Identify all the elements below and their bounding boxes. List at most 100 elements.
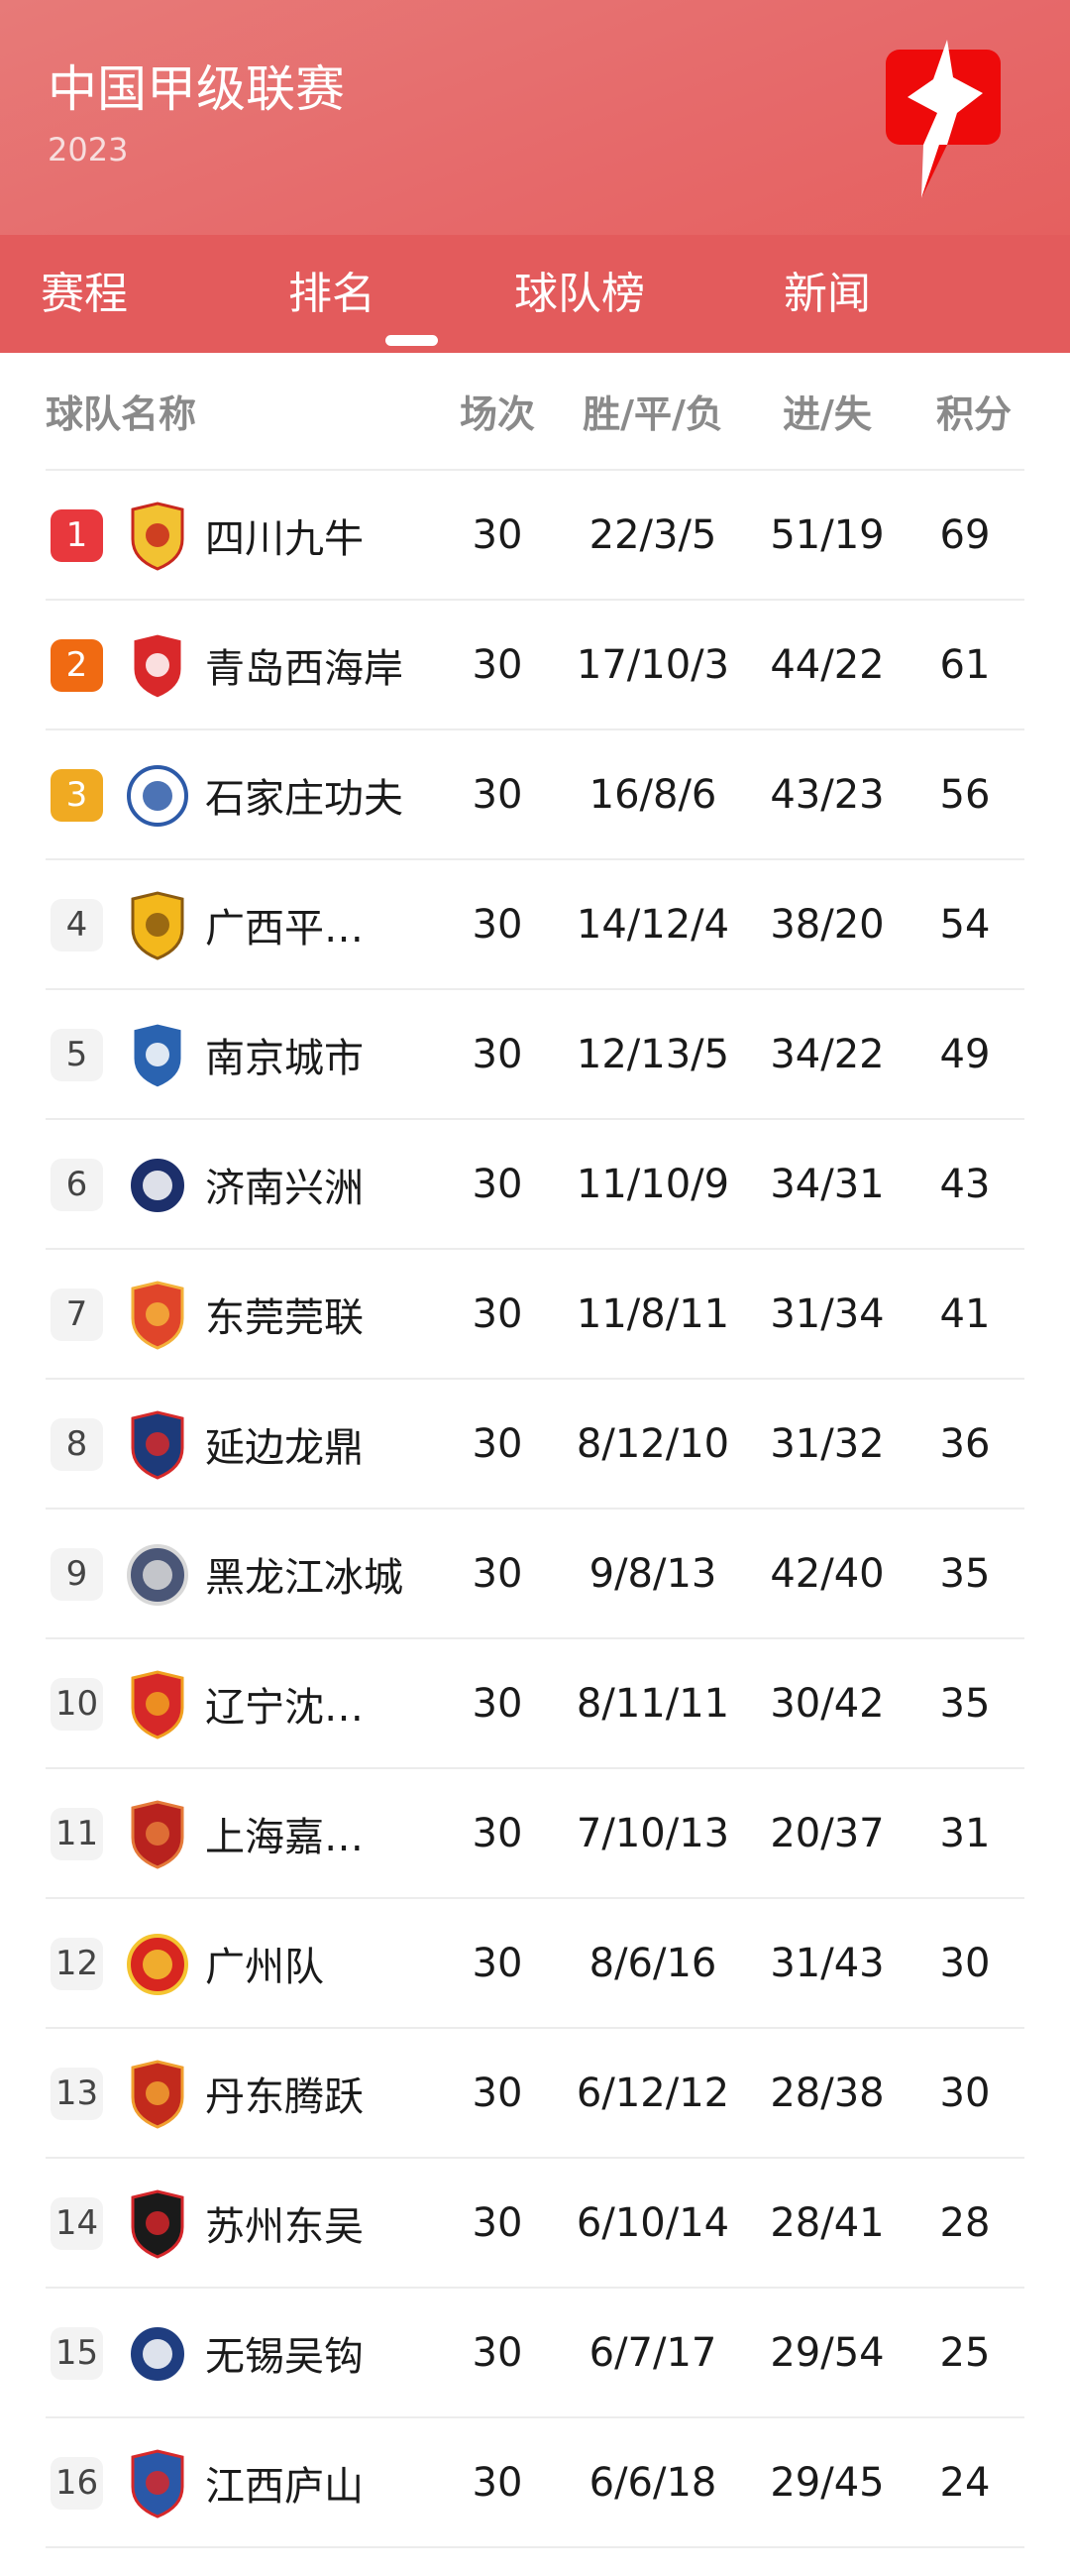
team-name[interactable]: 广西平… (205, 905, 364, 952)
points-value: 54 (939, 901, 991, 948)
goals-value: 31/32 (770, 1420, 885, 1467)
wdl-value: 9/8/13 (588, 1550, 717, 1597)
table-row[interactable]: 1 四川九牛 30 22/3/5 51/19 69 (46, 471, 1024, 601)
tab-schedule[interactable]: 赛程 (41, 269, 128, 319)
rank-badge: 12 (51, 1938, 103, 1990)
team-name[interactable]: 广州队 (205, 1944, 324, 1990)
team-crest-icon (131, 1410, 184, 1480)
table-row[interactable]: 4 广西平… 30 14/12/4 38/20 54 (46, 860, 1024, 990)
team-crest-icon (131, 1281, 184, 1350)
team-crest-icon (131, 1021, 184, 1090)
rank-badge: 1 (51, 509, 103, 562)
table-row[interactable]: 11 上海嘉… 30 7/10/13 20/37 31 (46, 1769, 1024, 1899)
goals-value: 20/37 (770, 1810, 885, 1856)
points-value: 36 (939, 1420, 991, 1467)
table-row[interactable]: 7 东莞莞联 30 11/8/11 31/34 41 (46, 1250, 1024, 1380)
played-value: 30 (472, 2459, 523, 2506)
played-value: 30 (472, 2329, 523, 2376)
table-row[interactable]: 12 广州队 30 8/6/16 31/43 30 (46, 1899, 1024, 2029)
goals-value: 29/54 (770, 2329, 885, 2376)
team-name[interactable]: 无锡吴钩 (205, 2333, 364, 2380)
standings-table: 1 四川九牛 30 22/3/5 51/19 69 2 青岛西海岸 30 17/… (0, 471, 1070, 2548)
points-value: 49 (939, 1031, 991, 1077)
rank-badge: 5 (51, 1029, 103, 1081)
played-value: 30 (472, 2070, 523, 2116)
tab-team-rankings[interactable]: 球队榜 (514, 269, 645, 319)
table-row[interactable]: 8 延边龙鼎 30 8/12/10 31/32 36 (46, 1380, 1024, 1510)
team-crest-icon (131, 1800, 184, 1869)
rank-badge: 13 (51, 2068, 103, 2120)
header-team: 球队名称 (46, 392, 197, 436)
team-name[interactable]: 江西庐山 (205, 2463, 364, 2510)
played-value: 30 (472, 1290, 523, 1337)
table-row[interactable]: 16 江西庐山 30 6/6/18 29/45 24 (46, 2418, 1024, 2548)
team-name[interactable]: 上海嘉… (205, 1814, 364, 1860)
table-header: 球队名称 场次 胜/平/负 进/失 积分 (46, 353, 1024, 471)
team-name[interactable]: 延边龙鼎 (205, 1424, 364, 1471)
rank-badge: 6 (51, 1159, 103, 1211)
team-name[interactable]: 济南兴洲 (205, 1165, 364, 1211)
table-row[interactable]: 10 辽宁沈… 30 8/11/11 30/42 35 (46, 1639, 1024, 1769)
team-crest-icon (127, 1934, 188, 1995)
goals-value: 28/41 (770, 2199, 885, 2246)
table-row[interactable]: 14 苏州东吴 30 6/10/14 28/41 28 (46, 2159, 1024, 2289)
tab-news[interactable]: 新闻 (784, 269, 871, 319)
goals-value: 34/31 (770, 1161, 885, 1207)
played-value: 30 (472, 1550, 523, 1597)
points-value: 30 (939, 1940, 991, 1986)
app-logo-icon (886, 40, 1001, 198)
rank-badge: 4 (51, 899, 103, 952)
goals-value: 44/22 (770, 641, 885, 688)
header-points: 积分 (935, 392, 1013, 436)
rank-badge: 11 (51, 1808, 103, 1860)
team-crest-icon (127, 1155, 188, 1216)
wdl-value: 6/6/18 (588, 2459, 717, 2506)
team-name[interactable]: 丹东腾跃 (205, 2073, 364, 2120)
team-name[interactable]: 南京城市 (205, 1035, 364, 1081)
table-row[interactable]: 5 南京城市 30 12/13/5 34/22 49 (46, 990, 1024, 1120)
team-name[interactable]: 辽宁沈… (205, 1684, 364, 1731)
team-crest-icon (131, 502, 184, 571)
played-value: 30 (472, 641, 523, 688)
goals-value: 43/23 (770, 771, 885, 818)
team-name[interactable]: 苏州东吴 (205, 2203, 364, 2250)
table-row[interactable]: 3 石家庄功夫 30 16/8/6 43/23 56 (46, 730, 1024, 860)
team-name[interactable]: 青岛西海岸 (205, 645, 403, 692)
goals-value: 31/43 (770, 1940, 885, 1986)
team-name[interactable]: 黑龙江冰城 (205, 1554, 403, 1601)
header-wdl: 胜/平/负 (583, 392, 723, 436)
goals-value: 28/38 (770, 2070, 885, 2116)
team-name[interactable]: 石家庄功夫 (205, 775, 403, 822)
played-value: 30 (472, 771, 523, 818)
table-row[interactable]: 15 无锡吴钩 30 6/7/17 29/54 25 (46, 2289, 1024, 2418)
table-row[interactable]: 2 青岛西海岸 30 17/10/3 44/22 61 (46, 601, 1024, 730)
wdl-value: 16/8/6 (588, 771, 717, 818)
team-crest-icon (131, 631, 184, 701)
table-row[interactable]: 9 黑龙江冰城 30 9/8/13 42/40 35 (46, 1510, 1024, 1639)
team-crest-icon (131, 2189, 184, 2259)
wdl-value: 14/12/4 (576, 901, 730, 948)
season-year: 2023 (48, 131, 129, 168)
played-value: 30 (472, 1031, 523, 1077)
goals-value: 31/34 (770, 1290, 885, 1337)
table-row[interactable]: 6 济南兴洲 30 11/10/9 34/31 43 (46, 1120, 1024, 1250)
league-header: 中国甲级联赛 2023 (0, 0, 1070, 235)
team-name[interactable]: 东莞莞联 (205, 1294, 364, 1341)
tab-standings[interactable]: 排名 (288, 269, 375, 319)
table-row[interactable]: 13 丹东腾跃 30 6/12/12 28/38 30 (46, 2029, 1024, 2159)
team-crest-icon (127, 2323, 188, 2385)
rank-badge: 3 (51, 769, 103, 822)
rank-badge: 15 (51, 2327, 103, 2380)
league-title: 中国甲级联赛 (48, 60, 345, 118)
points-value: 41 (939, 1290, 991, 1337)
rank-badge: 8 (51, 1418, 103, 1471)
points-value: 43 (939, 1161, 991, 1207)
points-value: 25 (939, 2329, 991, 2376)
team-crest-icon (127, 765, 188, 827)
team-crest-icon (131, 1670, 184, 1739)
rank-badge: 16 (51, 2457, 103, 2510)
team-name[interactable]: 四川九牛 (205, 515, 364, 562)
team-crest-icon (131, 2449, 184, 2519)
wdl-value: 17/10/3 (576, 641, 730, 688)
played-value: 30 (472, 901, 523, 948)
